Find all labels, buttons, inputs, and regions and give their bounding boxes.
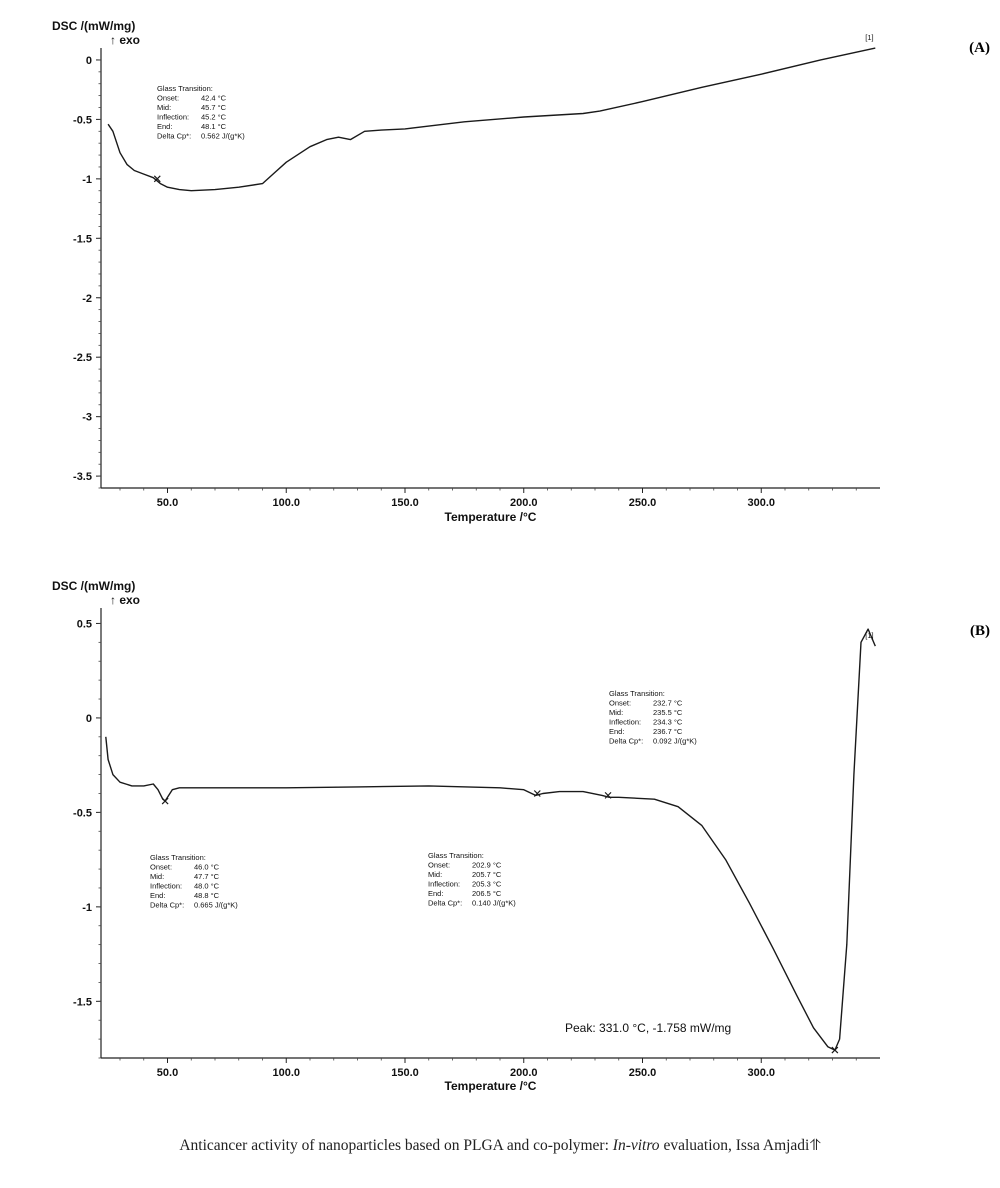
chartb-y-tick-label: -1.5	[73, 996, 92, 1008]
chartb-y-axis-title: DSC /(mW/mg)	[52, 579, 135, 593]
charta-x-tick-label: 100.0	[272, 497, 300, 509]
charta-annotation-row-label: Mid:	[157, 103, 171, 112]
chartb-annotation-row-value: 202.9 °C	[472, 861, 502, 870]
charta-y-tick-label: -2	[82, 293, 92, 305]
chartb-annotation-row-value: 205.7 °C	[472, 870, 502, 879]
chartb-y-tick-label: -1	[82, 902, 92, 914]
charta-y-tick-label: -1	[82, 174, 92, 186]
charta-x-tick-label: 150.0	[391, 497, 419, 509]
chartb-y-tick-label: 0.5	[77, 618, 92, 630]
chartb-x-tick-label: 50.0	[157, 1067, 178, 1079]
charta-annotation-row-label: Inflection:	[157, 113, 189, 122]
charta-y-tick-label: 0	[86, 55, 92, 67]
charta-y-tick-label: -2.5	[73, 352, 92, 364]
chartb-event-marker	[604, 791, 612, 799]
chartb-annotation-row-value: 236.7 °C	[653, 727, 683, 736]
chartb-annotation-row-label: Mid:	[150, 872, 164, 881]
caption-italic: In-vitro	[612, 1137, 660, 1154]
chartb-x-tick-label: 150.0	[391, 1067, 419, 1079]
chartb-annotation-row-value: 48.8 °C	[194, 891, 220, 900]
charta-x-tick-label: 300.0	[747, 497, 775, 509]
chartb-annotation-row-label: Inflection:	[150, 882, 182, 891]
chartb-annotation-row-value: 48.0 °C	[194, 882, 220, 891]
charta-y-tick-label: -1.5	[73, 233, 92, 245]
chartb-curve-tag: [1]	[865, 631, 873, 640]
chartb-annotation-title: Glass Transition:	[609, 689, 665, 698]
chartb-event-marker	[161, 797, 169, 805]
chartb-annotation-title: Glass Transition:	[428, 851, 484, 860]
dsc-figure: 0 -0.5 -1 -1.5 -2 -2.5 -3 -3.5 50.0 100.0 150.0 200…	[52, 19, 990, 1093]
chartb-annotation-row-value: 46.0 °C	[194, 863, 220, 872]
chartb-annotation-row-value: 0.092 J/(g*K)	[653, 737, 697, 746]
charta-annotation-row-label: Onset:	[157, 94, 179, 103]
chartb-annotation-row-label: Delta Cp*:	[609, 737, 643, 746]
chartb-annotation-row-value: 234.3 °C	[653, 718, 683, 727]
chartb-x-tick-label: 200.0	[510, 1067, 538, 1079]
charta-event-marker	[153, 175, 161, 183]
chartb-y-tick-label: 0	[86, 713, 92, 725]
chartb-annotation-row-label: Delta Cp*:	[428, 899, 462, 908]
charta-annotation-row-value: 0.562 J/(g*K)	[201, 132, 245, 141]
chartb-x-axis-title: Temperature /°C	[445, 1079, 537, 1093]
charta-y-tick-label: -0.5	[73, 114, 92, 126]
charta-y-axis-title: DSC /(mW/mg)	[52, 19, 135, 33]
charta-x-tick-label: 200.0	[510, 497, 538, 509]
charta-panel-label: (A)	[969, 40, 990, 56]
charta-y-tick-label: -3	[82, 412, 92, 424]
chartb-peak-label: Peak: 331.0 °C, -1.758 mW/mg	[565, 1021, 731, 1035]
caption-mark: ⥣	[809, 1137, 821, 1154]
chartb-annotation-row-value: 232.7 °C	[653, 699, 683, 708]
chartb-annotation-row-label: Inflection:	[428, 880, 460, 889]
chartb-annotation-row-label: Onset:	[609, 699, 631, 708]
charta-annotation-row-value: 42.4 °C	[201, 94, 227, 103]
charta-dsc-curve	[107, 47, 876, 192]
chartb-annotation-row-label: Mid:	[609, 708, 623, 717]
chartb-annotation-row-label: End:	[150, 891, 165, 900]
charta-annotation-row-value: 45.7 °C	[201, 103, 227, 112]
chartb-annotation-row-value: 206.5 °C	[472, 889, 502, 898]
charta-annotation-row-value: 48.1 °C	[201, 122, 227, 131]
figure-caption: Anticancer activity of nanoparticles bas…	[0, 1137, 1000, 1155]
chartb-annotation-row-label: Delta Cp*:	[150, 901, 184, 910]
charta-y-axis-subtitle: ↑ exo	[110, 33, 140, 47]
charta-annotation-title: Glass Transition:	[157, 84, 213, 93]
chartb-event-marker	[533, 790, 541, 797]
chartb-annotation-row-label: End:	[428, 889, 443, 898]
chartb-y-tick-label: -0.5	[73, 807, 92, 819]
chartb-y-axis-subtitle: ↑ exo	[110, 593, 140, 607]
chartb-panel-label: (B)	[970, 623, 990, 639]
chartb-annotation-row-value: 235.5 °C	[653, 708, 683, 717]
chartb-annotation-row-label: Onset:	[428, 861, 450, 870]
chartb-annotation-row-label: End:	[609, 727, 624, 736]
chartb-x-tick-label: 300.0	[747, 1067, 775, 1079]
charta-x-tick-label: 50.0	[157, 497, 178, 509]
charta-annotation-row-label: End:	[157, 122, 172, 131]
chartb-annotation-row-label: Mid:	[428, 870, 442, 879]
caption-suffix: evaluation, Issa Amjadi	[659, 1137, 810, 1154]
charta-curve-tag: [1]	[865, 33, 873, 42]
chartb-annotation-row-value: 0.665 J/(g*K)	[194, 901, 238, 910]
chartb-x-tick-label: 250.0	[629, 1067, 657, 1079]
charta-annotation-row-value: 45.2 °C	[201, 113, 227, 122]
chartb-annotation-row-value: 47.7 °C	[194, 872, 220, 881]
caption-prefix: Anticancer activity of nanoparticles bas…	[179, 1137, 613, 1154]
chartb-annotation-row-label: Inflection:	[609, 718, 641, 727]
chartb-dsc-curve	[105, 628, 876, 1051]
chartb-annotation-row-value: 205.3 °C	[472, 880, 502, 889]
chartb-event-marker	[831, 1046, 839, 1054]
charta-x-tick-label: 250.0	[629, 497, 657, 509]
charta-y-tick-label: -3.5	[73, 471, 92, 483]
chartb-annotation-title: Glass Transition:	[150, 853, 206, 862]
charta-x-axis-title: Temperature /°C	[445, 510, 537, 524]
chartb-annotation-row-label: Onset:	[150, 863, 172, 872]
chartb-x-tick-label: 100.0	[272, 1067, 300, 1079]
chartb-annotation-row-value: 0.140 J/(g*K)	[472, 899, 516, 908]
charta-annotation-row-label: Delta Cp*:	[157, 132, 191, 141]
